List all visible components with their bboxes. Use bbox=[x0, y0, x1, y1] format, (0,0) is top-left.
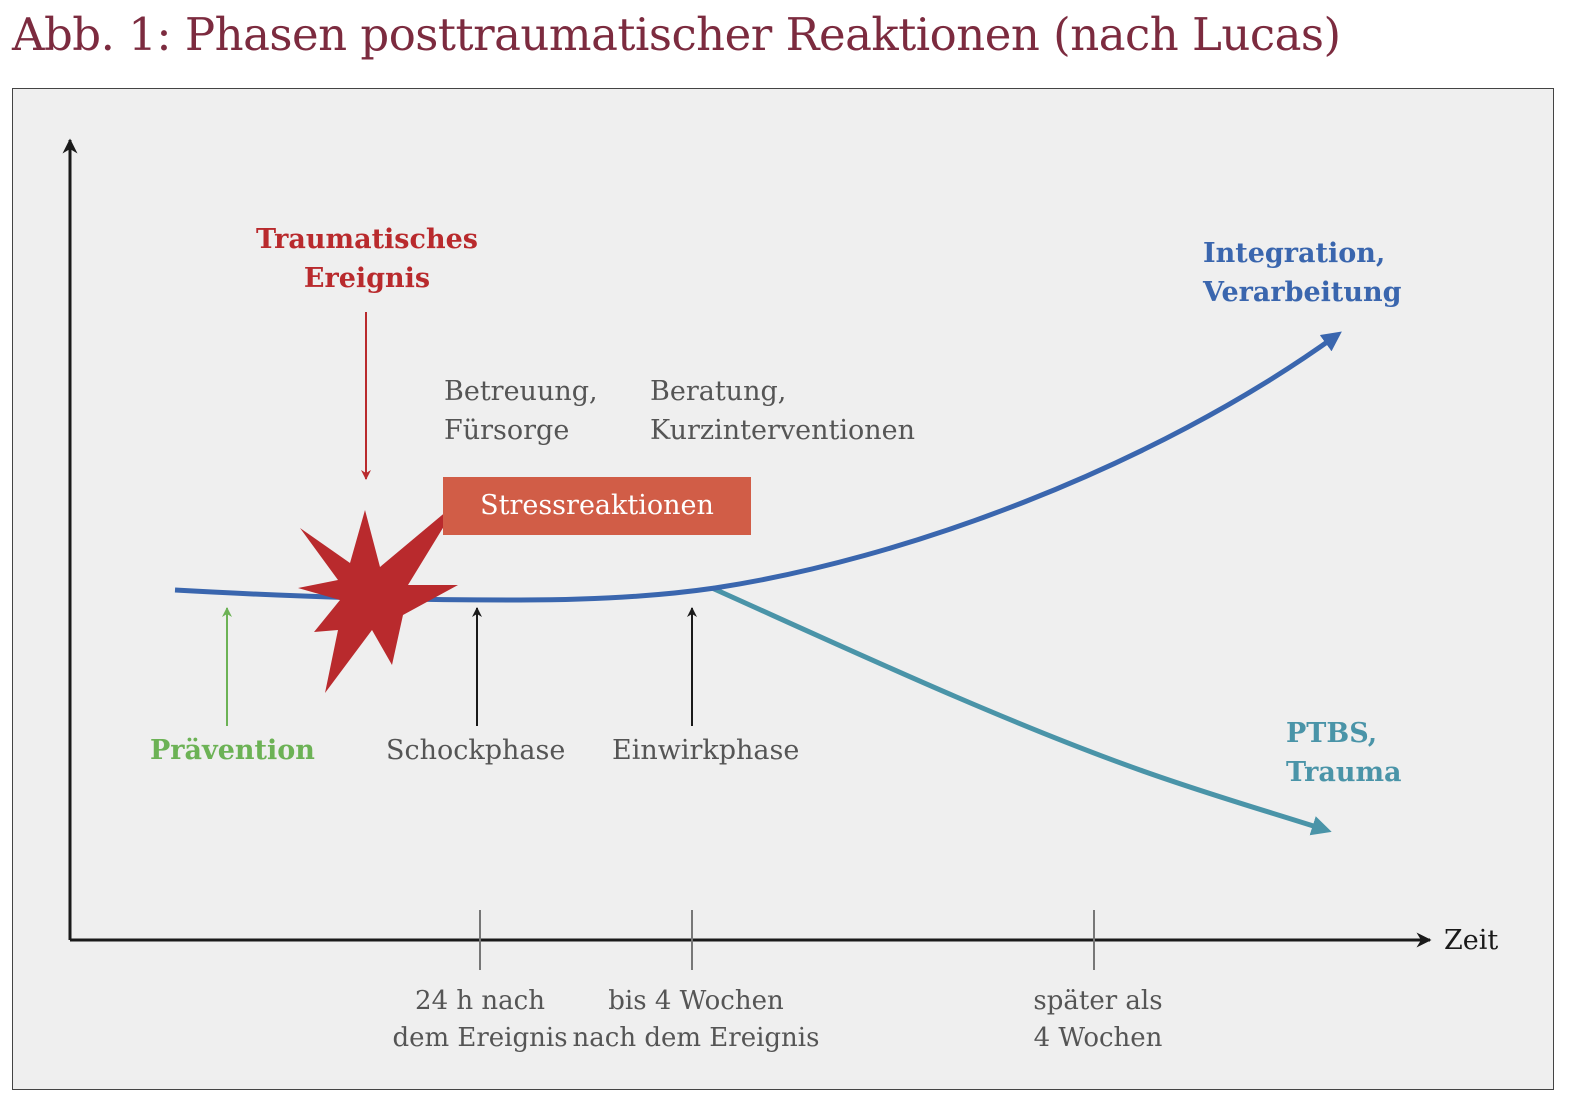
prevention-label: Prävention bbox=[150, 735, 315, 766]
tick-label-24h-line2: dem Ereignis bbox=[392, 1023, 568, 1053]
event-label-line1: Traumatisches bbox=[256, 224, 478, 255]
diagram-panel bbox=[12, 88, 1554, 1090]
tick-label-4-weeks: bis 4 Wochen nach dem Ereignis bbox=[571, 983, 821, 1057]
tick-label-24h: 24 h nach dem Ereignis bbox=[380, 983, 580, 1057]
shock-phase-label: Schockphase bbox=[386, 735, 566, 766]
integration-label-line2: Verarbeitung bbox=[1203, 277, 1402, 308]
integration-label-line1: Integration, bbox=[1203, 238, 1386, 269]
x-axis-label: Zeit bbox=[1444, 925, 1499, 956]
event-label-line2: Ereignis bbox=[303, 263, 431, 294]
counseling-label-line1: Beratung, bbox=[650, 376, 787, 407]
integration-label: Integration, Verarbeitung bbox=[1203, 234, 1402, 312]
tick-label-later: später als 4 Wochen bbox=[1018, 983, 1178, 1057]
care-label: Betreuung, Fürsorge bbox=[444, 372, 598, 450]
ptbs-label: PTBS, Trauma bbox=[1286, 714, 1402, 792]
ptbs-curve bbox=[710, 585, 1332, 836]
tick-label-later-line1: später als bbox=[1033, 986, 1163, 1016]
care-label-line1: Betreuung, bbox=[444, 376, 598, 407]
tick-label-4-weeks-line1: bis 4 Wochen bbox=[608, 986, 784, 1016]
ptbs-label-line1: PTBS, bbox=[1286, 718, 1378, 749]
ptbs-label-line2: Trauma bbox=[1286, 757, 1402, 788]
event-label: Traumatisches Ereignis bbox=[253, 220, 481, 298]
tick-label-later-line2: 4 Wochen bbox=[1033, 1023, 1163, 1053]
tick-label-24h-line1: 24 h nach bbox=[415, 986, 545, 1016]
stress-reactions-box: Stressreaktionen bbox=[443, 477, 751, 535]
figure-title: Abb. 1: Phasen posttraumatischer Reaktio… bbox=[12, 8, 1341, 61]
impact-phase-label: Einwirkphase bbox=[612, 735, 800, 766]
care-label-line2: Fürsorge bbox=[444, 415, 570, 446]
explosion-star-icon bbox=[298, 500, 460, 693]
counseling-label: Beratung, Kurzinterventionen bbox=[650, 372, 915, 450]
tick-label-4-weeks-line2: nach dem Ereignis bbox=[572, 1023, 820, 1053]
counseling-label-line2: Kurzinterventionen bbox=[650, 415, 915, 446]
